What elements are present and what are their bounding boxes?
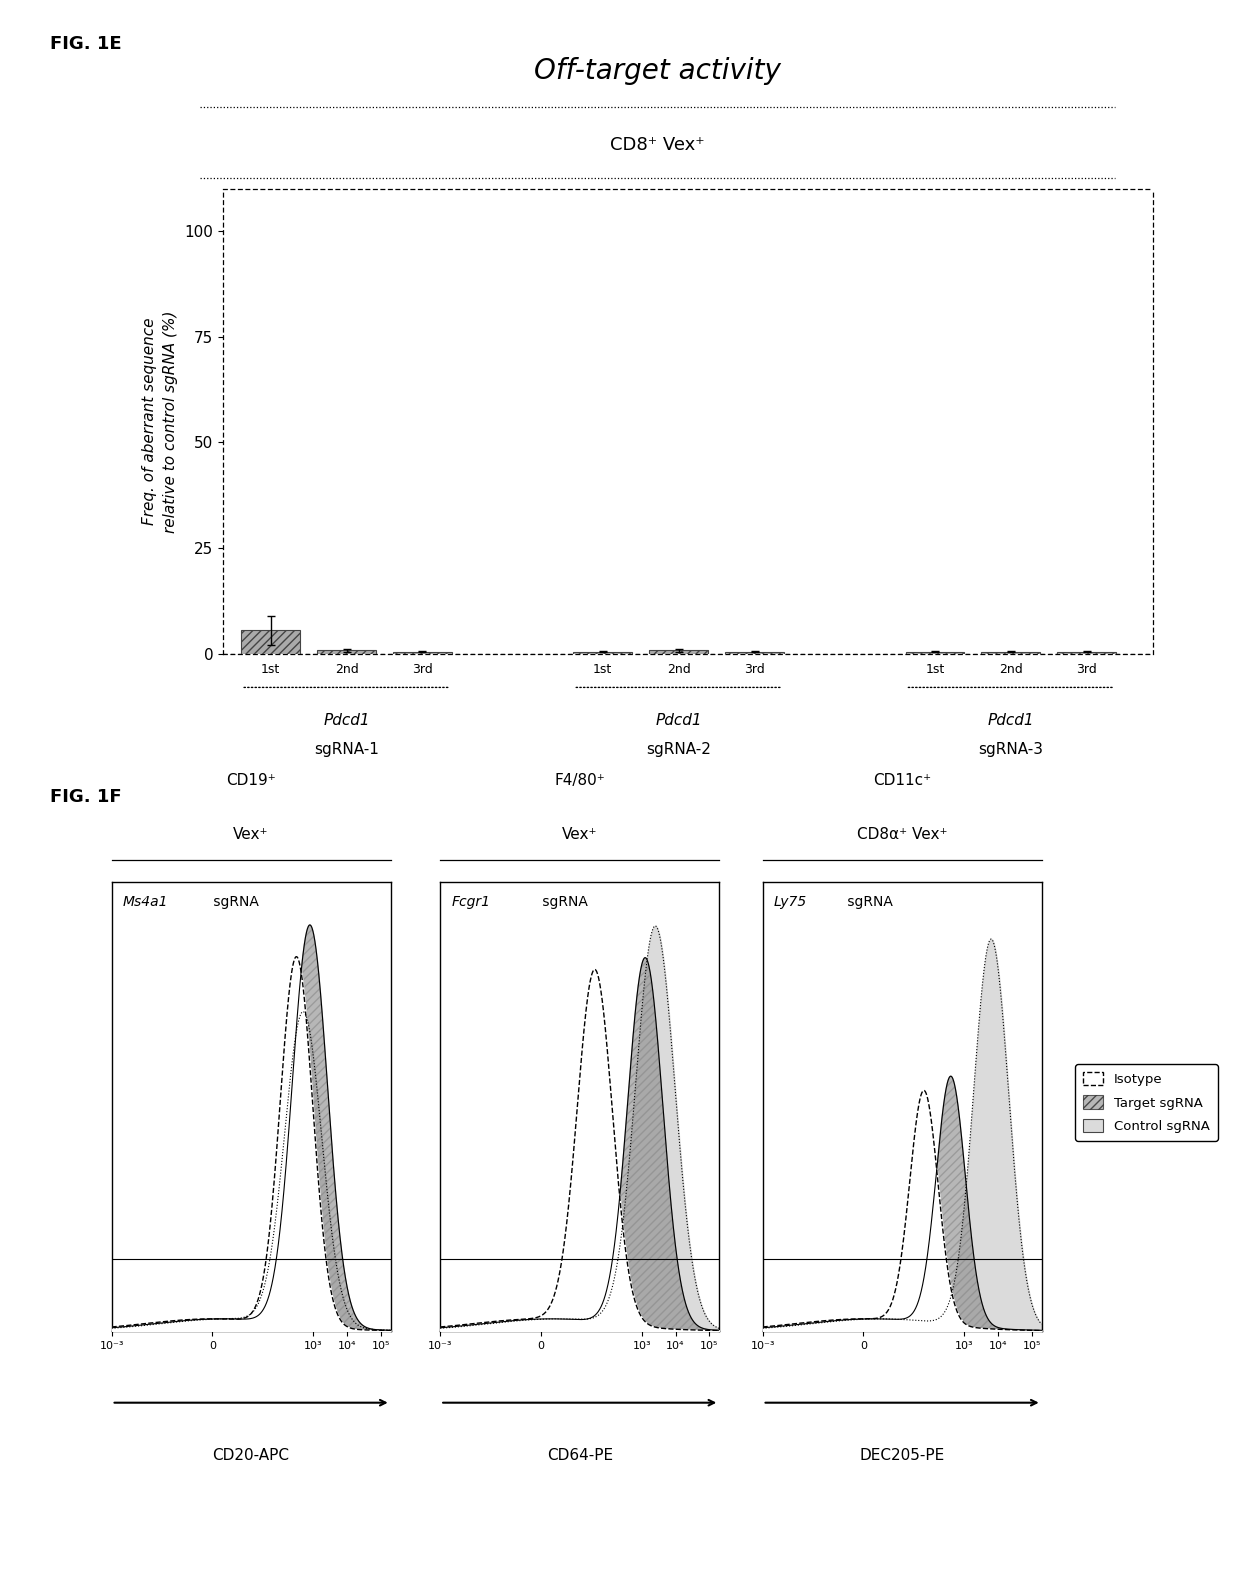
Bar — [905, 652, 965, 654]
Text: Vex⁺: Vex⁺ — [562, 827, 598, 841]
Bar — [573, 652, 632, 654]
Text: Ms4a1: Ms4a1 — [123, 896, 169, 909]
Text: CD19⁺: CD19⁺ — [226, 773, 277, 788]
Text: FIG. 1E: FIG. 1E — [50, 35, 122, 52]
Text: sgRNA: sgRNA — [843, 896, 893, 909]
Text: Ly75: Ly75 — [774, 896, 807, 909]
Text: Off-target activity: Off-target activity — [533, 57, 781, 85]
Bar — [650, 650, 708, 654]
Text: Fcgr1: Fcgr1 — [451, 896, 490, 909]
Text: F4/80⁺: F4/80⁺ — [554, 773, 605, 788]
Text: sgRNA: sgRNA — [538, 896, 588, 909]
Text: Vex⁺: Vex⁺ — [233, 827, 269, 841]
Text: CD64-PE: CD64-PE — [547, 1447, 613, 1463]
Text: CD8α⁺ Vex⁺: CD8α⁺ Vex⁺ — [857, 827, 947, 841]
Text: Pdcd1: Pdcd1 — [324, 713, 370, 728]
Text: sgRNA: sgRNA — [210, 896, 259, 909]
Bar — [981, 652, 1040, 654]
Y-axis label: Freq. of aberrant sequence
relative to control sgRNA (%): Freq. of aberrant sequence relative to c… — [141, 310, 177, 532]
Bar — [317, 650, 376, 654]
Bar — [1058, 652, 1116, 654]
Text: CD11c⁺: CD11c⁺ — [873, 773, 931, 788]
Bar — [242, 630, 300, 654]
Text: sgRNA-3: sgRNA-3 — [978, 742, 1043, 758]
Text: Pdcd1: Pdcd1 — [656, 713, 702, 728]
Text: CD8⁺ Vex⁺: CD8⁺ Vex⁺ — [610, 135, 704, 154]
Text: DEC205-PE: DEC205-PE — [859, 1447, 945, 1463]
Bar — [725, 652, 784, 654]
Text: CD20-APC: CD20-APC — [212, 1447, 290, 1463]
Text: sgRNA-2: sgRNA-2 — [646, 742, 712, 758]
Bar — [393, 652, 451, 654]
Text: FIG. 1F: FIG. 1F — [50, 788, 122, 805]
Legend: Isotype, Target sgRNA, Control sgRNA: Isotype, Target sgRNA, Control sgRNA — [1075, 1065, 1218, 1140]
Text: Pdcd1: Pdcd1 — [987, 713, 1034, 728]
Text: sgRNA-1: sgRNA-1 — [314, 742, 379, 758]
